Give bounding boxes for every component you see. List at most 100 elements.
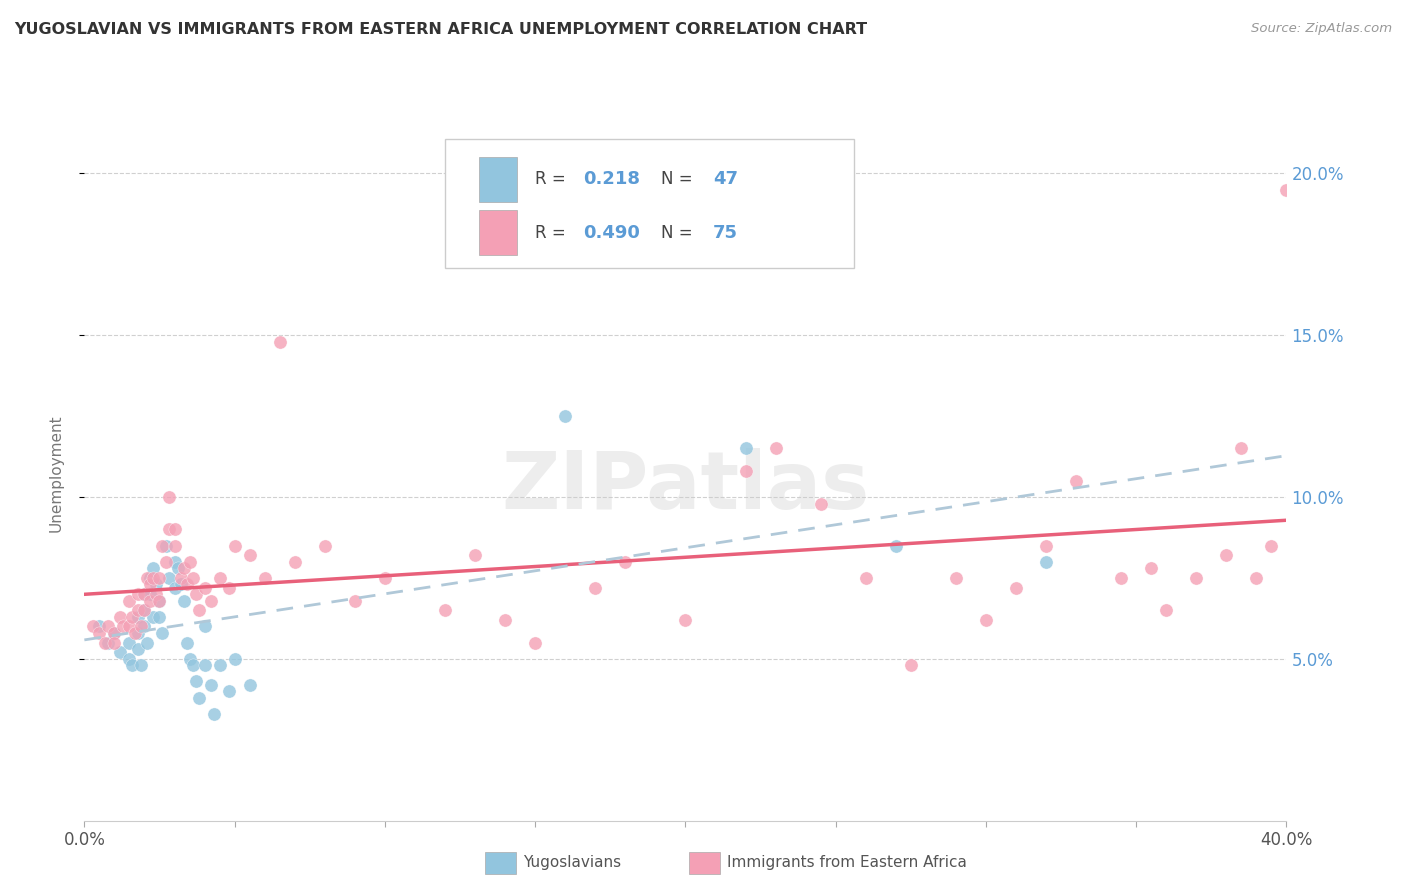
Text: 0.490: 0.490 bbox=[583, 224, 640, 242]
Point bbox=[134, 603, 156, 617]
Point bbox=[131, 619, 153, 633]
Point bbox=[134, 587, 156, 601]
Point bbox=[152, 626, 174, 640]
Text: ZIPatlas: ZIPatlas bbox=[502, 448, 869, 525]
Point bbox=[139, 571, 162, 585]
Point bbox=[148, 593, 170, 607]
Point bbox=[163, 581, 186, 595]
Text: N =: N = bbox=[661, 224, 699, 242]
Point bbox=[127, 587, 149, 601]
Point bbox=[734, 464, 756, 478]
Point bbox=[155, 539, 177, 553]
Point bbox=[127, 609, 149, 624]
Point bbox=[314, 539, 336, 553]
Bar bbox=[478, 156, 517, 202]
Point bbox=[855, 571, 877, 585]
Point bbox=[139, 577, 162, 591]
Point bbox=[179, 652, 201, 666]
Point bbox=[127, 642, 149, 657]
Point bbox=[157, 490, 180, 504]
Point bbox=[157, 571, 180, 585]
Point bbox=[945, 571, 967, 585]
Point bbox=[142, 571, 165, 585]
Point bbox=[82, 619, 104, 633]
FancyBboxPatch shape bbox=[446, 139, 853, 268]
Text: 47: 47 bbox=[713, 170, 738, 188]
Point bbox=[139, 593, 162, 607]
Text: Yugoslavians: Yugoslavians bbox=[523, 855, 621, 870]
Point bbox=[1064, 474, 1087, 488]
Point bbox=[464, 549, 486, 563]
Point bbox=[173, 593, 195, 607]
Point bbox=[127, 603, 149, 617]
Point bbox=[148, 571, 170, 585]
Point bbox=[1215, 549, 1237, 563]
Point bbox=[112, 619, 135, 633]
Point bbox=[139, 587, 162, 601]
Point bbox=[269, 334, 291, 349]
Point bbox=[208, 658, 231, 673]
Point bbox=[343, 593, 366, 607]
Point bbox=[163, 522, 186, 536]
Point bbox=[194, 581, 217, 595]
Point bbox=[494, 613, 516, 627]
Point bbox=[173, 561, 195, 575]
Text: YUGOSLAVIAN VS IMMIGRANTS FROM EASTERN AFRICA UNEMPLOYMENT CORRELATION CHART: YUGOSLAVIAN VS IMMIGRANTS FROM EASTERN A… bbox=[14, 22, 868, 37]
Point bbox=[181, 658, 204, 673]
Point bbox=[136, 571, 159, 585]
Point bbox=[103, 626, 125, 640]
Point bbox=[103, 626, 125, 640]
Point bbox=[169, 571, 191, 585]
Point bbox=[900, 658, 922, 673]
Point bbox=[148, 609, 170, 624]
Point bbox=[131, 658, 153, 673]
Point bbox=[554, 409, 576, 424]
Point bbox=[239, 549, 262, 563]
Point bbox=[181, 571, 204, 585]
Point bbox=[163, 539, 186, 553]
Point bbox=[118, 619, 141, 633]
Point bbox=[94, 635, 117, 649]
Point bbox=[142, 609, 165, 624]
Point bbox=[187, 690, 209, 705]
Point bbox=[810, 496, 832, 510]
Point bbox=[1230, 442, 1253, 456]
Point bbox=[884, 539, 907, 553]
Point bbox=[166, 561, 188, 575]
Point bbox=[134, 619, 156, 633]
Point bbox=[179, 555, 201, 569]
Text: Source: ZipAtlas.com: Source: ZipAtlas.com bbox=[1251, 22, 1392, 36]
Point bbox=[142, 561, 165, 575]
Point bbox=[145, 587, 167, 601]
Point bbox=[145, 577, 167, 591]
Point bbox=[169, 577, 191, 591]
Point bbox=[524, 635, 547, 649]
Point bbox=[118, 652, 141, 666]
Point bbox=[155, 555, 177, 569]
Point bbox=[200, 678, 222, 692]
Point bbox=[1035, 539, 1057, 553]
Point bbox=[1260, 539, 1282, 553]
Point bbox=[434, 603, 457, 617]
Point bbox=[734, 442, 756, 456]
Point bbox=[89, 619, 111, 633]
Point bbox=[97, 635, 120, 649]
Point bbox=[124, 626, 146, 640]
Point bbox=[202, 706, 225, 721]
Text: N =: N = bbox=[661, 170, 699, 188]
Point bbox=[284, 555, 307, 569]
Point bbox=[152, 539, 174, 553]
Point bbox=[218, 684, 240, 698]
Point bbox=[224, 539, 246, 553]
Point bbox=[1140, 561, 1163, 575]
Point bbox=[134, 587, 156, 601]
Text: R =: R = bbox=[536, 224, 571, 242]
Point bbox=[675, 613, 697, 627]
Point bbox=[176, 577, 198, 591]
Point bbox=[97, 619, 120, 633]
Point bbox=[121, 658, 143, 673]
Point bbox=[184, 674, 207, 689]
Text: 0.218: 0.218 bbox=[583, 170, 640, 188]
Point bbox=[187, 603, 209, 617]
Point bbox=[239, 678, 262, 692]
